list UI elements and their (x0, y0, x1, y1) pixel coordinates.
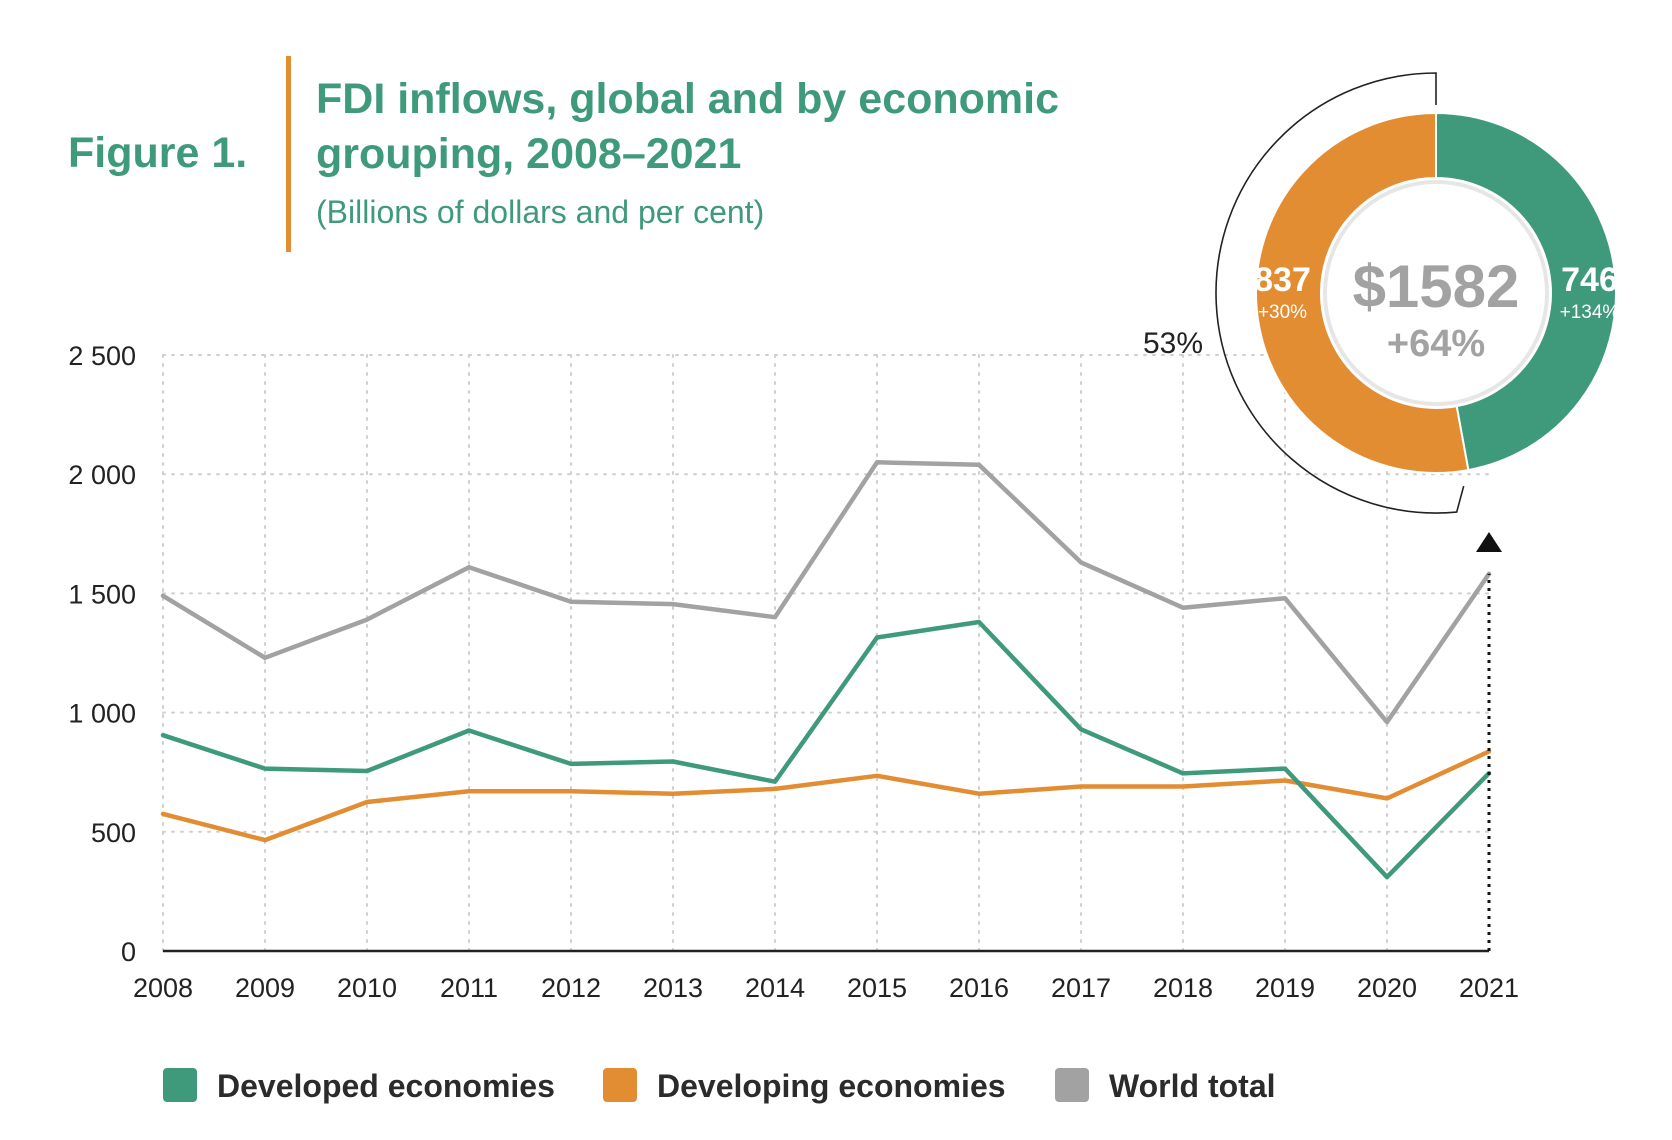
x-tick-label: 2021 (1459, 973, 1519, 1003)
x-tick-label: 2010 (337, 973, 397, 1003)
series-lines (160, 460, 1492, 880)
arrow-up-icon (1476, 532, 1502, 552)
legend-swatch (1055, 1068, 1089, 1102)
donut-developing-value: 837 (1254, 261, 1311, 299)
legend-label: Developing economies (657, 1068, 1006, 1104)
share-bracket (1215, 72, 1465, 514)
x-tick-label: 2014 (745, 973, 805, 1003)
donut-center (1323, 180, 1549, 406)
donut-developed-change: +134% (1560, 302, 1620, 323)
y-tick-label: 1 500 (68, 579, 136, 609)
x-tick-label: 2008 (133, 973, 193, 1003)
y-tick-label: 0 (121, 937, 136, 967)
donut-slice-developing (1255, 111, 1470, 474)
donut-developed-value: 746 (1561, 261, 1618, 299)
figure-label: Figure 1. (68, 129, 247, 177)
latest-year-marker (1476, 532, 1502, 951)
legend-item-world-total: World total (1055, 1068, 1276, 1104)
series-line-developed-economies (160, 619, 1492, 880)
legend-label: World total (1109, 1068, 1276, 1104)
donut-total-change: +64% (1387, 323, 1485, 365)
axes: 0 500 1 000 1 500 2 000 2 500 2008 2009 2010 2011… (68, 341, 1519, 1003)
x-tick-label: 2012 (541, 973, 601, 1003)
x-tick-label: 2020 (1357, 973, 1417, 1003)
y-tick-label: 1 000 (68, 699, 136, 729)
donut-chart: $1582 +64% 746 +134% 837 +30% 53% (1143, 72, 1620, 514)
legend-item-developing-economies: Developing economies (603, 1068, 1006, 1104)
legend-swatch (163, 1068, 197, 1102)
donut-share-label: 53% (1143, 327, 1203, 360)
chart-subtitle: (Billions of dollars and per cent) (316, 194, 764, 230)
series-line-developing-economies (160, 749, 1492, 843)
y-tick-label: 2 000 (68, 460, 136, 490)
donut-total-value: $1582 (1353, 253, 1520, 320)
y-tick-label: 500 (91, 818, 136, 848)
chart-title-line-1: FDI inflows, global and by economic (316, 75, 1059, 123)
x-tick-label: 2019 (1255, 973, 1315, 1003)
x-tick-label: 2015 (847, 973, 907, 1003)
series-line-world-total (160, 460, 1492, 725)
legend: Developed economies Developing economies W… (163, 1068, 1276, 1104)
x-tick-label: 2011 (440, 973, 498, 1003)
x-tick-label: 2018 (1153, 973, 1213, 1003)
legend-swatch (603, 1068, 637, 1102)
x-tick-label: 2017 (1051, 973, 1111, 1003)
legend-item-developed-economies: Developed economies (163, 1068, 555, 1104)
legend-label: Developed economies (217, 1068, 555, 1104)
title-divider (286, 56, 291, 252)
x-tick-label: 2013 (643, 973, 703, 1003)
donut-slice-developed (1435, 111, 1617, 472)
y-tick-label: 2 500 (68, 341, 136, 371)
x-tick-label: 2016 (949, 973, 1009, 1003)
donut-developing-change: +30% (1258, 302, 1307, 323)
x-tick-label: 2009 (235, 973, 295, 1003)
chart-title-line-2: grouping, 2008–2021 (316, 130, 741, 178)
grid (162, 354, 1490, 952)
